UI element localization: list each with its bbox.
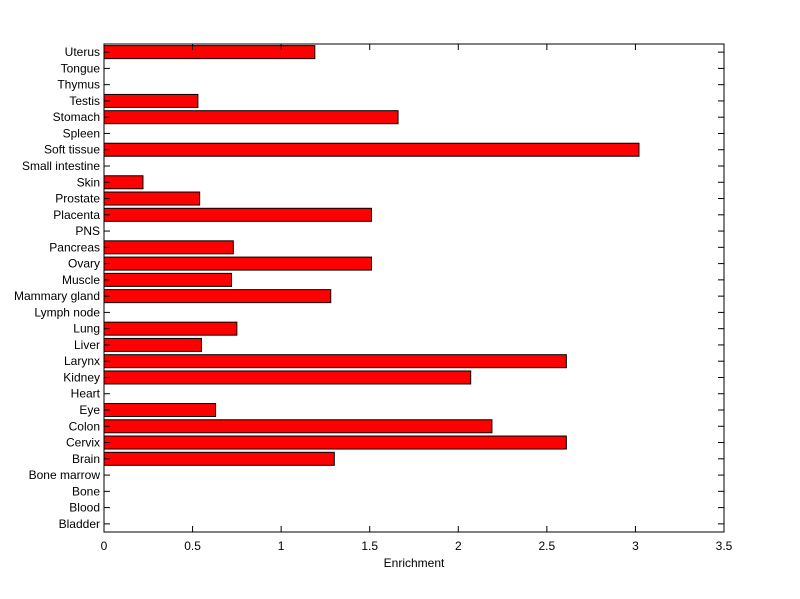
y-tick-label-liver: Liver [74, 338, 100, 352]
bar-testis [103, 93, 199, 108]
y-tick-label-skin: Skin [77, 175, 100, 189]
y-tick-label-placenta: Placenta [53, 208, 100, 222]
y-tick-label-larynx: Larynx [64, 354, 100, 368]
x-tick-label: 0 [101, 539, 108, 553]
y-tick-label-lung: Lung [73, 322, 100, 336]
y-tick-label-blood: Blood [69, 501, 100, 515]
y-tick-label-muscle: Muscle [62, 273, 100, 287]
y-tick-label-colon: Colon [69, 419, 100, 433]
x-tick-label: 2.5 [539, 539, 556, 553]
plot-frame [103, 43, 725, 533]
bar-lung [103, 321, 238, 336]
x-tick-label: 3 [632, 539, 639, 553]
bar-uterus [103, 45, 316, 60]
y-tick-label-cervix: Cervix [66, 436, 100, 450]
x-tick-label: 1.5 [361, 539, 378, 553]
bar-eye [103, 402, 217, 418]
x-tick-label: 2 [455, 539, 462, 553]
y-tick-label-spleen: Spleen [63, 126, 100, 140]
bar-colon [103, 419, 493, 434]
y-tick-label-prostate: Prostate [55, 192, 100, 206]
y-tick-label-thymus: Thymus [57, 78, 100, 92]
x-tick-label: 0.5 [184, 539, 201, 553]
x-axis-title: Enrichment [384, 556, 445, 570]
bar-brain [103, 451, 335, 466]
bar-pancreas [103, 240, 234, 255]
y-tick-label-small-intestine: Small intestine [22, 159, 100, 173]
bar-cervix [103, 435, 567, 450]
plot-area [104, 44, 724, 532]
y-tick-label-eye: Eye [79, 403, 100, 417]
bar-kidney [103, 370, 472, 385]
y-tick-label-lymph-node: Lymph node [34, 305, 100, 319]
y-tick-label-stomach: Stomach [53, 110, 100, 124]
x-tick-label: 3.5 [716, 539, 733, 553]
bar-liver [103, 337, 202, 352]
bar-muscle [103, 272, 233, 287]
bar-larynx [103, 354, 567, 369]
bar-mammary-gland [103, 289, 332, 304]
bar-ovary [103, 256, 372, 271]
y-tick-label-bone: Bone [72, 484, 100, 498]
y-tick-label-pns: PNS [75, 224, 100, 238]
y-tick-label-mammary-gland: Mammary gland [14, 289, 100, 303]
x-tick-label: 1 [278, 539, 285, 553]
y-tick-label-brain: Brain [72, 452, 100, 466]
y-axis-ticks: Bladder Blood Bone Bone marrow Brain Cervix Co… [14, 45, 724, 531]
y-tick-label-uterus: Uterus [65, 45, 100, 59]
y-tick-label-soft-tissue: Soft tissue [44, 143, 100, 157]
y-tick-label-bone-marrow: Bone marrow [29, 468, 101, 482]
bar-placenta [103, 207, 372, 222]
bar-stomach [103, 110, 399, 125]
bar-soft-tissue [103, 142, 640, 157]
x-axis-ticks: 0 0.5 1 1.5 2 2.5 3 3.5 [101, 44, 733, 553]
y-tick-label-tongue: Tongue [61, 61, 101, 75]
y-tick-label-kidney: Kidney [63, 370, 100, 384]
y-tick-label-testis: Testis [69, 94, 100, 108]
y-tick-label-heart: Heart [71, 387, 101, 401]
y-tick-label-bladder: Bladder [59, 517, 100, 531]
bar-prostate [103, 191, 201, 206]
y-tick-label-pancreas: Pancreas [49, 240, 100, 254]
y-tick-label-ovary: Ovary [68, 257, 100, 271]
